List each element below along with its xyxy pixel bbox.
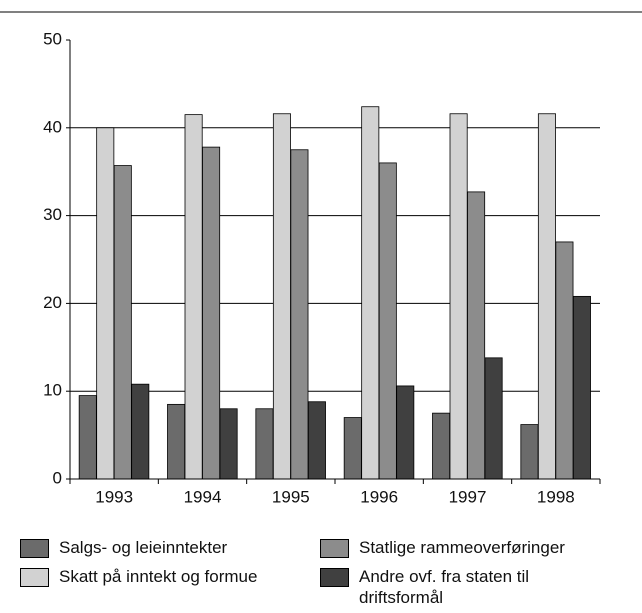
x-tick-label: 1995 <box>272 487 310 506</box>
x-tick-label: 1996 <box>360 487 398 506</box>
x-tick-label: 1997 <box>449 487 487 506</box>
bar <box>113 165 132 480</box>
legend-swatch <box>20 539 49 558</box>
bar <box>520 424 539 480</box>
legend-item: Skatt på inntekt og formue <box>20 566 315 587</box>
bar <box>167 403 186 480</box>
bar <box>555 241 574 480</box>
bar <box>255 408 274 480</box>
legend-label: Statlige rammeoverføringer <box>359 538 565 557</box>
bar <box>290 149 309 480</box>
legend-swatch <box>320 539 349 558</box>
bar <box>467 191 486 480</box>
bar <box>396 385 415 480</box>
y-tick-label: 10 <box>43 381 62 400</box>
y-tick-label: 0 <box>53 468 62 487</box>
bar <box>202 146 221 480</box>
bar <box>537 113 556 480</box>
legend-label: Salgs- og leieinntekter <box>59 538 228 557</box>
bar <box>432 412 451 480</box>
bar <box>307 401 326 480</box>
y-tick-label: 30 <box>43 205 62 224</box>
bar <box>219 408 238 480</box>
bar <box>272 113 291 480</box>
bar <box>449 113 468 480</box>
bar <box>96 127 115 480</box>
x-tick-label: 1998 <box>537 487 575 506</box>
x-tick-label: 1993 <box>95 487 133 506</box>
legend-label: Andre ovf. fra staten til driftsformål <box>359 567 530 607</box>
legend-item: Statlige rammeoverføringer <box>320 537 570 558</box>
bar <box>78 395 97 480</box>
legend-item: Salgs- og leieinntekter <box>20 537 315 558</box>
bar <box>572 295 591 480</box>
y-tick-label: 40 <box>43 117 62 136</box>
legend-item: Andre ovf. fra staten til driftsformål <box>320 566 570 608</box>
y-tick-label: 20 <box>43 293 62 312</box>
legend-swatch <box>20 568 49 587</box>
y-tick-label: 50 <box>43 29 62 48</box>
legend-label: Skatt på inntekt og formue <box>59 567 258 586</box>
bar <box>343 417 362 480</box>
x-tick-label: 1994 <box>184 487 222 506</box>
legend-swatch <box>320 568 349 587</box>
bar <box>378 162 397 480</box>
bar <box>131 383 150 480</box>
bar <box>484 357 503 480</box>
bar <box>361 106 380 480</box>
bar <box>184 114 203 480</box>
